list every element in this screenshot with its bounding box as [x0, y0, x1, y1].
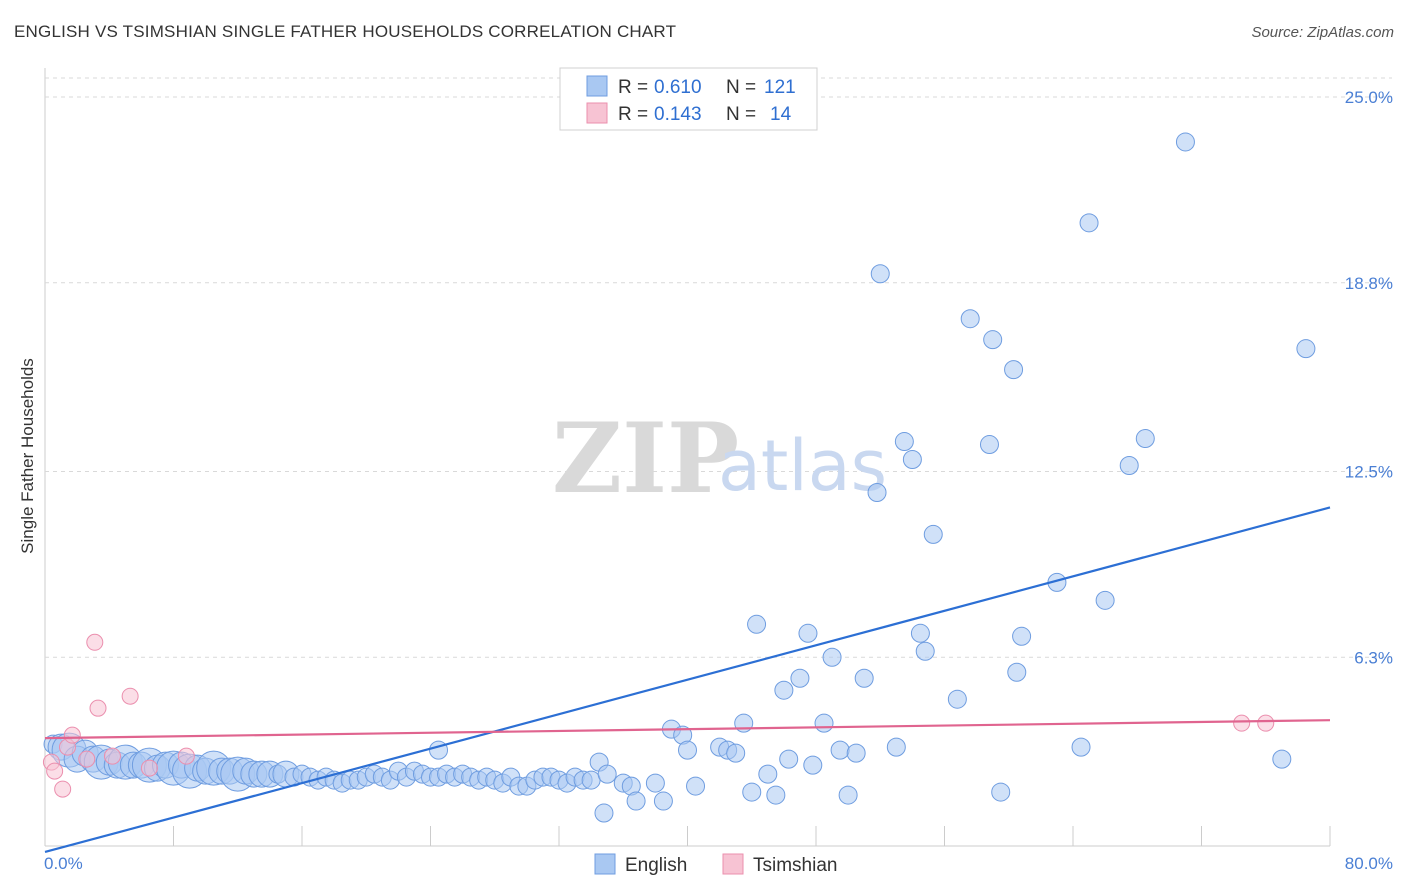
english-point	[1272, 749, 1292, 769]
english-point	[1135, 429, 1155, 449]
legend-tsimshian-r-label: R =	[618, 104, 648, 125]
english-point	[774, 680, 794, 700]
english-point	[594, 803, 614, 823]
english-point	[991, 782, 1011, 802]
axis-ticks: 6.3% 12.5% 18.8% 25.0% 0.0% 80.0%	[44, 88, 1393, 873]
english-point	[626, 791, 646, 811]
english-point	[960, 309, 980, 329]
x-tick-label: 80.0%	[1345, 854, 1393, 873]
legend-english-n-label: N =	[726, 77, 756, 98]
english-point	[747, 614, 767, 634]
english-point	[867, 482, 887, 502]
tsimshian-point	[103, 747, 121, 765]
y-tick-label: 18.8%	[1345, 274, 1393, 293]
english-point	[886, 737, 906, 757]
english-trend-line	[44, 506, 1331, 854]
bottom-legend-english-swatch	[594, 853, 616, 875]
english-point	[742, 782, 762, 802]
english-point	[790, 668, 810, 688]
english-point	[779, 749, 799, 769]
x-tick-label: 0.0%	[44, 854, 83, 873]
tsimshian-point	[54, 780, 72, 798]
legend-english-r-label: R =	[618, 77, 648, 98]
english-point	[915, 641, 935, 661]
trend-lines	[44, 506, 1331, 854]
english-point	[1095, 590, 1115, 610]
english-point	[923, 524, 943, 544]
english-point	[822, 647, 842, 667]
english-point	[581, 770, 601, 790]
tsimshian-point	[89, 699, 107, 717]
tsimshian-trend-line	[44, 719, 1331, 740]
tsimshian-point	[121, 687, 139, 705]
english-point	[894, 432, 914, 452]
english-point	[653, 791, 673, 811]
bottom-legend-tsimshian-swatch	[722, 853, 744, 875]
english-point	[814, 713, 834, 733]
english-point	[1296, 339, 1316, 359]
bottom-legend-tsimshian-label: Tsimshian	[753, 855, 837, 876]
legend-english-n-value: 121	[764, 77, 796, 98]
legend-tsimshian-n-label: N =	[726, 104, 756, 125]
y-tick-label: 12.5%	[1345, 463, 1393, 482]
top-legend: R = 0.610 N = 121 R = 0.143 N = 14	[559, 67, 818, 131]
tsimshian-point	[1233, 714, 1251, 732]
legend-tsimshian-n-value: 14	[770, 104, 792, 125]
english-point	[830, 740, 850, 760]
english-point	[597, 764, 617, 784]
english-point	[645, 773, 665, 793]
english-point	[947, 689, 967, 709]
english-point	[1071, 737, 1091, 757]
english-point	[726, 743, 746, 763]
english-point	[1079, 213, 1099, 233]
watermark-zip: ZIP	[552, 402, 739, 515]
watermark-atlas: atlas	[718, 425, 887, 507]
english-point	[846, 743, 866, 763]
english-point	[1004, 360, 1024, 380]
tsimshian-points	[42, 633, 1275, 798]
english-point	[766, 785, 786, 805]
english-point	[854, 668, 874, 688]
chart-title: ENGLISH VS TSIMSHIAN SINGLE FATHER HOUSE…	[14, 22, 677, 41]
tsimshian-point	[78, 750, 96, 768]
english-point	[838, 785, 858, 805]
source-label: Source: ZipAtlas.com	[1251, 24, 1394, 41]
legend-english-r-value: 0.610	[654, 77, 702, 98]
tsimshian-point	[86, 633, 104, 651]
legend-tsimshian-r-value: 0.143	[654, 104, 702, 125]
english-point	[686, 776, 706, 796]
tsimshian-point	[1257, 714, 1275, 732]
english-point	[758, 764, 778, 784]
english-point	[798, 623, 818, 643]
english-point	[678, 740, 697, 760]
y-tick-label: 6.3%	[1354, 648, 1393, 667]
english-point	[870, 264, 890, 284]
english-point	[983, 330, 1003, 350]
bottom-legend-english-label: English	[625, 855, 687, 876]
english-point	[1007, 662, 1027, 682]
y-tick-label: 25.0%	[1345, 88, 1393, 107]
bottom-legend: English Tsimshian	[594, 853, 837, 876]
english-point	[1175, 132, 1195, 152]
legend-english-swatch	[586, 75, 608, 97]
tsimshian-point	[63, 726, 81, 744]
tsimshian-point	[46, 762, 64, 780]
tsimshian-point	[177, 747, 195, 765]
english-point	[979, 435, 999, 455]
english-point	[1012, 626, 1032, 646]
english-point	[902, 450, 922, 470]
legend-tsimshian-swatch	[586, 102, 608, 124]
english-point	[803, 755, 823, 775]
tsimshian-point	[140, 759, 158, 777]
english-point	[910, 623, 930, 643]
english-point	[1119, 456, 1139, 476]
